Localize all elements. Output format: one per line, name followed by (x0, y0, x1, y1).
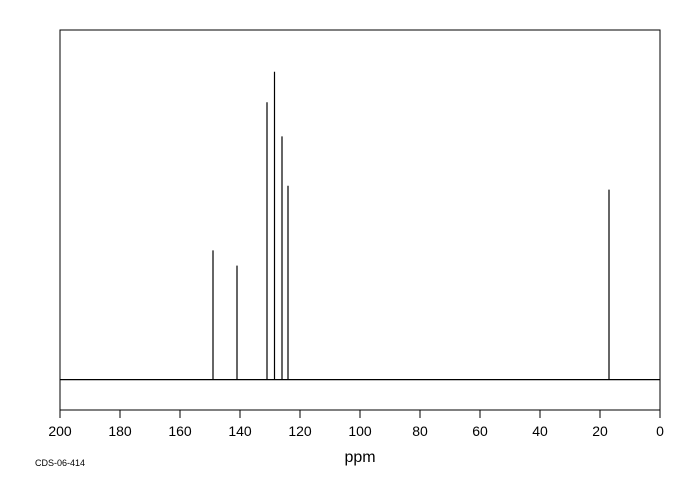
xtick-label: 60 (472, 423, 488, 439)
xtick-label: 160 (168, 423, 192, 439)
spectrum-svg: 200180160140120100806040200ppmCDS-06-414 (0, 0, 680, 500)
xtick-label: 140 (228, 423, 252, 439)
xtick-label: 100 (348, 423, 372, 439)
spectrum-chart: 200180160140120100806040200ppmCDS-06-414 (0, 0, 680, 500)
footer-label: CDS-06-414 (35, 458, 85, 468)
x-axis-label: ppm (344, 449, 375, 466)
xtick-label: 40 (532, 423, 548, 439)
xtick-label: 20 (592, 423, 608, 439)
xtick-label: 120 (288, 423, 312, 439)
xtick-label: 0 (656, 423, 664, 439)
xtick-label: 80 (412, 423, 428, 439)
xtick-label: 180 (108, 423, 132, 439)
xtick-label: 200 (48, 423, 72, 439)
